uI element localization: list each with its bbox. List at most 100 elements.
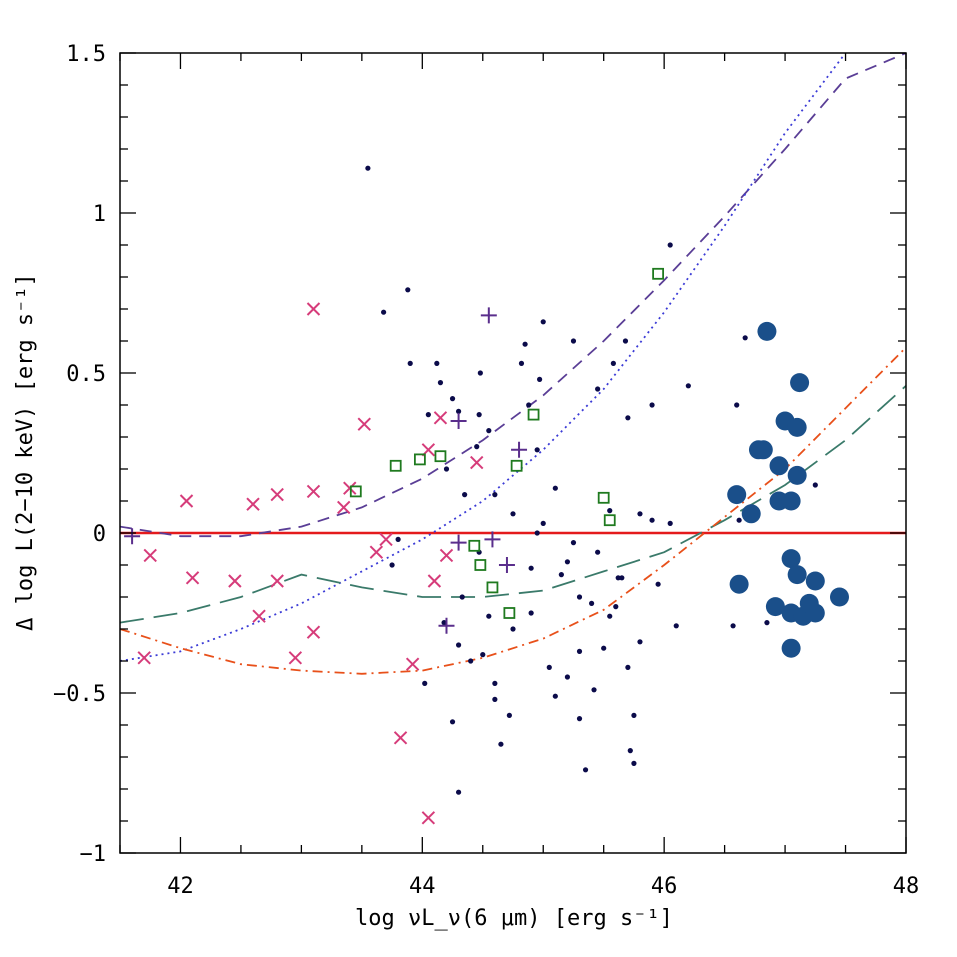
square-point-12 [652, 267, 665, 280]
cross-point-23 [433, 411, 448, 425]
dot-point-20 [534, 447, 540, 453]
dot-point-30 [607, 508, 613, 514]
cross-point-18 [393, 731, 408, 745]
cross-point-19 [405, 657, 420, 671]
big-circle-point-4 [753, 440, 773, 460]
cross-point-13 [337, 500, 351, 515]
plus-point-2 [480, 307, 497, 324]
dot-point-16 [526, 402, 532, 408]
dot-point-65 [395, 536, 401, 543]
dot-point-5 [437, 380, 444, 386]
plus-point-1 [450, 413, 467, 429]
dot-point-74 [637, 511, 643, 517]
plus-point-7 [511, 441, 528, 458]
big-circle-point-15 [765, 597, 785, 617]
dot-point-55 [480, 652, 486, 658]
big-circle-point-14 [787, 565, 807, 585]
dot-point-39 [685, 383, 691, 389]
dash-dot-curve [120, 346, 906, 675]
dot-point-46 [764, 620, 770, 626]
dot-point-81 [510, 626, 516, 632]
cross-point-14 [343, 481, 357, 495]
big-circle-point-1 [729, 574, 749, 594]
big-circle-point-5 [757, 321, 777, 341]
dot-point-69 [459, 594, 465, 600]
dot-point-17 [537, 376, 543, 382]
dot-point-62 [613, 604, 619, 610]
plus-point-5 [438, 617, 455, 634]
dot-point-79 [540, 520, 546, 527]
square-point-3 [434, 450, 447, 463]
dot-point-3 [407, 360, 413, 366]
dot-point-2 [405, 287, 411, 293]
dot-point-10 [425, 412, 431, 418]
cross-point-16 [369, 545, 384, 559]
chart-marks [120, 53, 906, 825]
square-point-7 [503, 607, 516, 619]
dot-point-45 [730, 623, 736, 629]
y-tick-label: −0.5 [53, 682, 106, 707]
dot-point-34 [631, 760, 637, 767]
dot-point-83 [576, 716, 583, 722]
cross-point-4 [228, 574, 242, 588]
y-tick-label: 0 [93, 522, 106, 547]
dot-point-12 [486, 428, 492, 434]
cross-point-8 [270, 574, 284, 588]
dot-point-4 [434, 360, 440, 366]
x-tick-label: 44 [409, 874, 436, 899]
dot-point-41 [667, 520, 673, 527]
big-circle-point-17 [781, 638, 801, 658]
y-tick-label: 1 [93, 202, 106, 227]
dot-point-80 [558, 572, 564, 578]
big-circle-point-6 [769, 456, 789, 476]
dot-point-13 [492, 492, 498, 498]
dot-point-14 [522, 341, 528, 347]
dot-point-22 [552, 485, 558, 491]
dot-point-75 [655, 581, 661, 587]
x-tick-label: 46 [651, 874, 678, 899]
dot-point-29 [622, 338, 629, 344]
cross-point-0 [137, 651, 151, 665]
dot-point-27 [591, 687, 597, 693]
dot-point-66 [422, 680, 428, 687]
big-circle-point-20 [805, 571, 825, 591]
cross-point-10 [306, 484, 321, 499]
big-circle-point-13 [790, 373, 810, 393]
y-tick-label: 1.5 [66, 42, 106, 67]
dot-point-15 [518, 360, 525, 366]
dot-point-48 [486, 613, 492, 619]
dot-point-78 [455, 642, 462, 648]
plus-point-4 [484, 531, 501, 548]
dot-point-33 [631, 712, 637, 719]
dot-point-50 [498, 741, 504, 747]
dot-point-31 [619, 575, 625, 581]
cross-point-6 [252, 609, 266, 623]
dot-point-9 [476, 412, 482, 418]
dot-point-7 [455, 408, 462, 414]
y-tick-label: −1 [80, 842, 107, 867]
dot-point-58 [552, 693, 558, 699]
dot-point-47 [812, 482, 818, 488]
dot-point-37 [649, 402, 655, 408]
y-axis-label: Δ log L(2−10 keV) [erg s⁻¹] [13, 273, 38, 631]
dot-point-42 [734, 402, 740, 408]
dot-point-86 [673, 623, 679, 629]
dot-point-0 [365, 165, 371, 171]
dot-point-35 [627, 748, 633, 754]
dot-point-40 [649, 517, 655, 523]
dot-point-70 [468, 658, 474, 664]
cross-point-7 [270, 487, 284, 502]
cross-point-22 [427, 574, 442, 588]
dot-point-32 [625, 664, 631, 671]
big-circle-point-10 [781, 549, 801, 569]
dot-point-24 [570, 540, 577, 546]
plus-point-0 [124, 528, 141, 545]
dot-point-21 [534, 530, 540, 536]
dot-point-64 [389, 562, 395, 568]
dot-point-85 [615, 575, 621, 581]
dot-point-36 [625, 415, 631, 421]
dot-point-25 [576, 594, 583, 600]
dot-point-77 [443, 466, 450, 472]
dot-point-52 [528, 610, 534, 616]
